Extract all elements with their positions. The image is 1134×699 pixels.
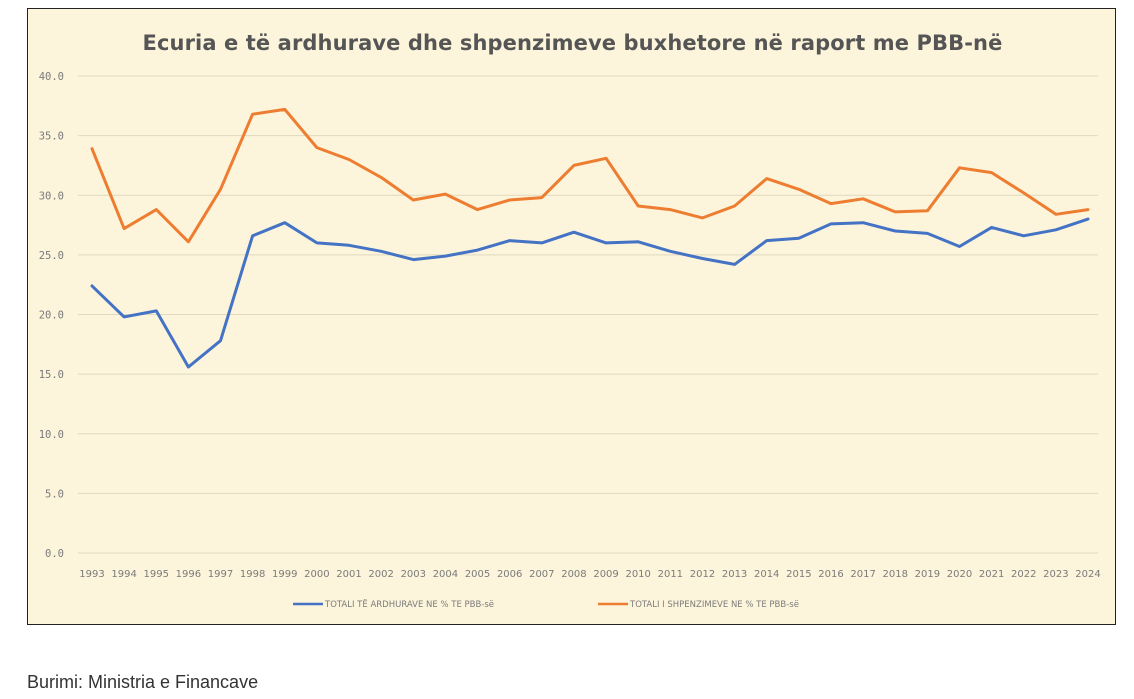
x-tick-label: 2008 [561, 569, 586, 580]
x-tick-label: 2001 [336, 569, 361, 580]
y-tick-label: 15.0 [39, 369, 64, 381]
x-tick-label: 2007 [529, 569, 554, 580]
x-tick-label: 2014 [754, 569, 779, 580]
x-tick-label: 2009 [593, 569, 618, 580]
x-tick-label: 1995 [144, 569, 169, 580]
x-tick-label: 2013 [722, 569, 747, 580]
x-tick-label: 2015 [786, 569, 811, 580]
x-tick-label: 2005 [465, 569, 490, 580]
x-tick-label: 2010 [625, 569, 650, 580]
x-tick-label: 2019 [915, 569, 940, 580]
y-tick-label: 35.0 [39, 131, 64, 143]
y-tick-label: 30.0 [39, 190, 64, 202]
source-caption: Burimi: Ministria e Financave [27, 672, 259, 692]
x-tick-label: 2016 [818, 569, 843, 580]
x-tick-label: 1996 [176, 569, 201, 580]
x-tick-label: 2012 [690, 569, 715, 580]
x-tick-label: 1993 [79, 569, 104, 580]
x-tick-label: 2004 [433, 569, 458, 580]
x-tick-label: 2024 [1075, 569, 1100, 580]
y-tick-label: 10.0 [39, 429, 64, 441]
x-tick-label: 1998 [240, 569, 265, 580]
x-tick-label: 2018 [882, 569, 907, 580]
x-tick-label: 2003 [401, 569, 426, 580]
x-tick-label: 2022 [1011, 569, 1036, 580]
x-tick-label: 2006 [497, 569, 522, 580]
y-tick-label: 40.0 [39, 71, 64, 83]
chart-title: Ecuria e të ardhurave dhe shpenzimeve bu… [142, 31, 1003, 55]
x-tick-label: 2002 [368, 569, 393, 580]
x-tick-label: 1994 [111, 569, 136, 580]
legend-label: TOTALI I SHPENZIMEVE NE % TE PBB-së [629, 600, 799, 610]
series-line-expenditure [90, 107, 1090, 244]
x-tick-label: 2011 [658, 569, 683, 580]
x-tick-label: 2020 [947, 569, 972, 580]
y-tick-label: 20.0 [39, 310, 64, 322]
x-tick-label: 1997 [208, 569, 233, 580]
x-tick-label: 1999 [272, 569, 297, 580]
series-line-revenue [90, 217, 1090, 369]
y-tick-label: 0.0 [45, 548, 64, 560]
x-tick-label: 2023 [1043, 569, 1068, 580]
x-tick-label: 2021 [979, 569, 1004, 580]
line-chart: 0.0 5.0 10.0 15.0 20.0 25.0 30.0 35.0 40.0 1993 19… [39, 71, 1101, 610]
x-tick-label: 2017 [850, 569, 875, 580]
x-tick-label: 2000 [304, 569, 329, 580]
y-tick-label: 5.0 [45, 488, 64, 500]
chart-area: Ecuria e të ardhurave dhe shpenzimeve bu… [27, 8, 1116, 625]
legend-label: TOTALI TË ARDHURAVE NE % TE PBB-së [324, 599, 494, 610]
y-tick-label: 25.0 [39, 250, 64, 262]
